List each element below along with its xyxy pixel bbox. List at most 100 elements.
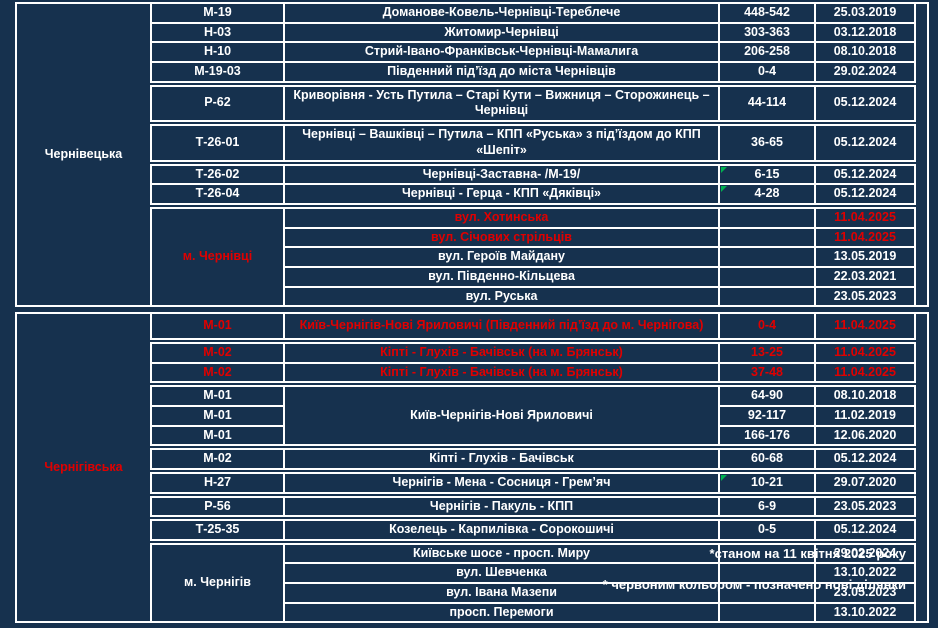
road-name-cell: Житомир-Чернівці xyxy=(283,21,720,44)
green-corner-marker-icon xyxy=(721,186,727,193)
date-cell: 25.03.2019 xyxy=(814,2,916,24)
road-code-cell: Н-27 xyxy=(150,467,285,496)
region-cell: Чернівецька xyxy=(15,1,152,308)
road-code-cell: М-02 xyxy=(150,361,285,386)
road-name-cell: Чернігів - Мена - Сосниця - Грем’яч xyxy=(283,467,720,496)
region-cell: Чернігівська xyxy=(15,312,152,624)
date-cell: 11.04.2025 xyxy=(814,338,916,364)
road-code-cell: Т-26-02 xyxy=(150,159,285,186)
date-cell: 13.10.2022 xyxy=(814,601,916,624)
km-range-cell xyxy=(718,246,816,268)
road-code-cell: М-02 xyxy=(150,444,285,472)
date-cell: 22.03.2021 xyxy=(814,265,916,288)
road-code-cell: Т-26-01 xyxy=(150,119,285,164)
km-range-cell: 64-90 xyxy=(718,381,816,407)
road-name-cell: Кіпті - Глухів - Бачівськ (на м. Брянськ… xyxy=(283,361,720,386)
road-name-cell: Чернівці – Вашківці – Путила – КПП «Русь… xyxy=(283,119,720,164)
green-corner-marker-icon xyxy=(721,476,727,481)
road-name-cell: Київське шосе - просп. Миру xyxy=(283,538,720,565)
km-range-cell: 92-117 xyxy=(718,405,816,427)
road-name-cell: Київ-Чернігів-Нові Яриловичі xyxy=(283,381,720,449)
km-range-cell: 36-65 xyxy=(718,119,816,164)
road-name-cell: вул. Південно-Кільцева xyxy=(283,265,720,288)
road-name-cell: Стрий-Івано-Франківськ-Чернівці-Мамалига xyxy=(283,41,720,63)
road-code-cell: Р-62 xyxy=(150,80,285,124)
km-range-cell: 0-5 xyxy=(718,515,816,543)
km-range-cell: 6-15 xyxy=(718,159,816,186)
road-code-cell: Н-10 xyxy=(150,41,285,63)
footnote-as-of-date: *станом на 11 квітня 2025 року xyxy=(709,546,906,561)
km-range-cell xyxy=(718,203,816,229)
road-code-cell: М-02 xyxy=(150,338,285,364)
km-range-cell: 60-68 xyxy=(718,444,816,472)
km-range-cell: 4-28 xyxy=(718,183,816,207)
date-cell: 05.12.2024 xyxy=(814,80,916,124)
road-code-cell: Р-56 xyxy=(150,491,285,520)
date-cell: 05.12.2024 xyxy=(814,183,916,207)
km-range-cell xyxy=(718,226,816,249)
date-cell: 03.12.2018 xyxy=(814,21,916,44)
date-cell: 11.04.2025 xyxy=(814,203,916,229)
km-range-cell: 6-9 xyxy=(718,491,816,520)
road-code-cell: м. Чернігів xyxy=(150,538,285,624)
km-range-cell xyxy=(718,601,816,624)
km-range-cell: 0-4 xyxy=(718,312,816,343)
date-cell: 05.12.2024 xyxy=(814,119,916,164)
road-name-cell: Доманове-Ковель-Чернівці-Тереблече xyxy=(283,2,720,24)
green-corner-marker-icon xyxy=(721,168,727,173)
date-cell: 23.05.2023 xyxy=(814,491,916,520)
road-name-cell: Кіпті - Глухів - Бачівськ xyxy=(283,444,720,472)
road-name-cell: Чернівці-Заставна- /М-19/ xyxy=(283,159,720,186)
road-name-cell: Київ-Чернігів-Нові Яриловичі (Південний … xyxy=(283,312,720,343)
road-name-cell: вул. Хотинська xyxy=(283,203,720,229)
road-code-cell: М-19 xyxy=(150,2,285,24)
km-range-cell: 166-176 xyxy=(718,424,816,449)
road-code-cell: М-01 xyxy=(150,424,285,449)
road-code-cell: Т-25-35 xyxy=(150,515,285,543)
date-cell: 08.10.2018 xyxy=(814,41,916,63)
km-range-cell: 37-48 xyxy=(718,361,816,386)
road-code-cell: Т-26-04 xyxy=(150,183,285,207)
spacer-cell xyxy=(914,1,929,308)
date-cell: 08.10.2018 xyxy=(814,381,916,407)
date-cell: 05.12.2024 xyxy=(814,444,916,472)
date-cell: 29.02.2024 xyxy=(814,60,916,85)
road-code-cell: Н-03 xyxy=(150,21,285,44)
km-range-cell: 0-4 xyxy=(718,60,816,85)
road-name-cell: Кіпті - Глухів - Бачівськ (на м. Брянськ… xyxy=(283,338,720,364)
footnote-red-legend: * червоним кольором - позначено нові діл… xyxy=(602,577,906,592)
page: Чернівецька М-19 Доманове-Ковель-Чернівці-… xyxy=(15,1,929,624)
date-cell: 11.04.2025 xyxy=(814,226,916,249)
km-range-cell: 44-114 xyxy=(718,80,816,124)
km-range-cell: 206-258 xyxy=(718,41,816,63)
road-name-cell: Чернігів - Пакуль - КПП xyxy=(283,491,720,520)
date-cell: 11.02.2019 xyxy=(814,405,916,427)
km-range-cell: 13-25 xyxy=(718,338,816,364)
road-name-cell: вул. Героїв Майдану xyxy=(283,246,720,268)
km-range-cell xyxy=(718,265,816,288)
road-name-cell: просп. Перемоги xyxy=(283,601,720,624)
date-cell: 11.04.2025 xyxy=(814,361,916,386)
date-cell: 12.06.2020 xyxy=(814,424,916,449)
date-cell: 11.04.2025 xyxy=(814,312,916,343)
spacer-cell xyxy=(914,312,929,624)
date-cell: 05.12.2024 xyxy=(814,159,916,186)
road-code-cell: М-01 xyxy=(150,381,285,407)
region-section-table: Чернівецька М-19 Доманове-Ковель-Чернівці-… xyxy=(15,1,929,308)
road-name-cell: Чернівці - Герца - КПП «Дяківці» xyxy=(283,183,720,207)
road-code-cell: М-01 xyxy=(150,405,285,427)
road-name-cell: вул. Руська xyxy=(283,285,720,308)
km-range-cell xyxy=(718,538,816,565)
date-cell: 29.02.2024 xyxy=(814,538,916,565)
road-name-cell: Козелець - Карпилівка - Сорокошичі xyxy=(283,515,720,543)
date-cell: 05.12.2024 xyxy=(814,515,916,543)
road-name-cell: Криворівня - Усть Путила – Старі Кути – … xyxy=(283,80,720,124)
date-cell: 29.07.2020 xyxy=(814,467,916,496)
date-cell: 13.05.2019 xyxy=(814,246,916,268)
km-range-cell: 10-21 xyxy=(718,467,816,496)
roads-tables: Чернівецька М-19 Доманове-Ковель-Чернівці-… xyxy=(15,1,929,628)
km-range-cell: 303-363 xyxy=(718,21,816,44)
km-range-cell: 448-542 xyxy=(718,2,816,24)
road-code-cell: М-19-03 xyxy=(150,60,285,85)
road-name-cell: вул. Січових стрільців xyxy=(283,226,720,249)
